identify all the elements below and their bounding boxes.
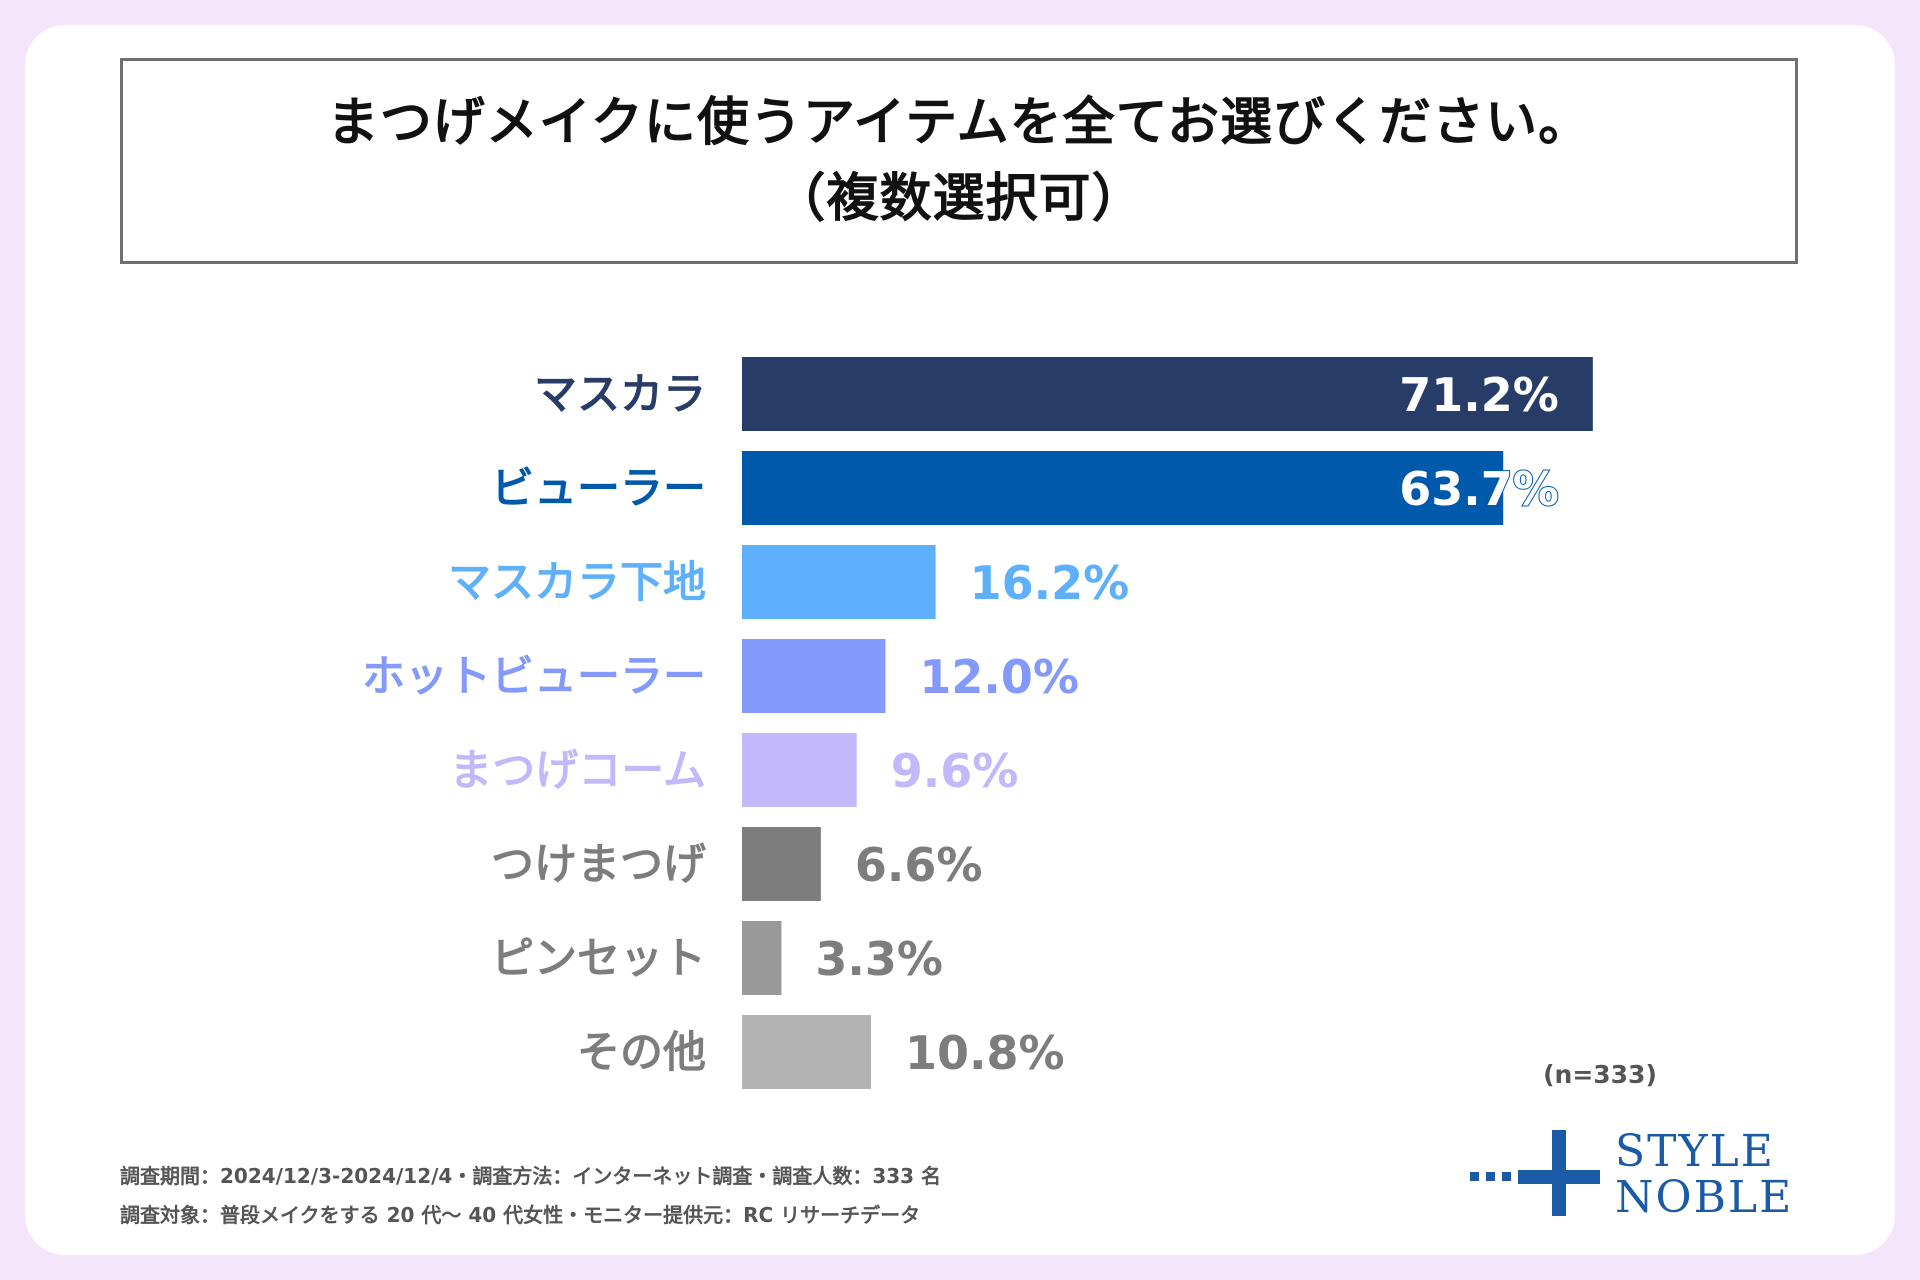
value-label: 71.2% xyxy=(1399,368,1559,422)
value-label: 6.6% xyxy=(855,838,983,892)
bar xyxy=(742,921,782,995)
bar xyxy=(742,827,821,901)
value-label: 3.3% xyxy=(815,932,943,986)
footer-survey-target: 調査対象：普段メイクをする 20 代〜 40 代女性・モニター提供元：RC リサ… xyxy=(120,1203,921,1227)
category-label: マスカラ下地 xyxy=(448,558,706,608)
logo-text-style: STYLE xyxy=(1615,1126,1775,1177)
logo-text-noble: NOBLE xyxy=(1615,1172,1794,1223)
category-label: まつげコーム xyxy=(449,746,706,796)
value-label: 16.2% xyxy=(970,556,1130,610)
chart-title-line2: （複数選択可） xyxy=(773,169,1145,229)
bar xyxy=(742,357,1593,431)
bar xyxy=(742,1015,872,1089)
bar xyxy=(742,733,857,807)
bar xyxy=(742,639,886,713)
category-label: つけまつげ xyxy=(491,840,706,890)
category-label: ピンセット xyxy=(491,934,706,984)
value-label: 9.6% xyxy=(891,744,1019,798)
footer-survey-info: 調査期間：2024/12/3-2024/12/4・調査方法：インターネット調査・… xyxy=(120,1164,942,1188)
value-label: 12.0% xyxy=(919,650,1079,704)
plus-logo-icon xyxy=(1470,1130,1600,1216)
bar xyxy=(742,451,1504,525)
category-label: その他 xyxy=(577,1028,706,1078)
category-label: マスカラ xyxy=(534,370,706,420)
style-noble-logo: STYLE NOBLE xyxy=(1470,1126,1800,1221)
title-box: まつげメイクに使うアイテムを全てお選びください。 （複数選択可） xyxy=(120,58,1798,264)
category-label: ビューラー xyxy=(491,464,706,514)
value-label: 63.7% xyxy=(1399,462,1559,516)
chart-title-line1: まつげメイクに使うアイテムを全てお選びください。 xyxy=(326,93,1592,153)
value-label: 10.8% xyxy=(905,1026,1065,1080)
category-label: ホットビューラー xyxy=(362,652,706,702)
sample-size: (n=333) xyxy=(1543,1060,1657,1089)
bar xyxy=(742,545,936,619)
